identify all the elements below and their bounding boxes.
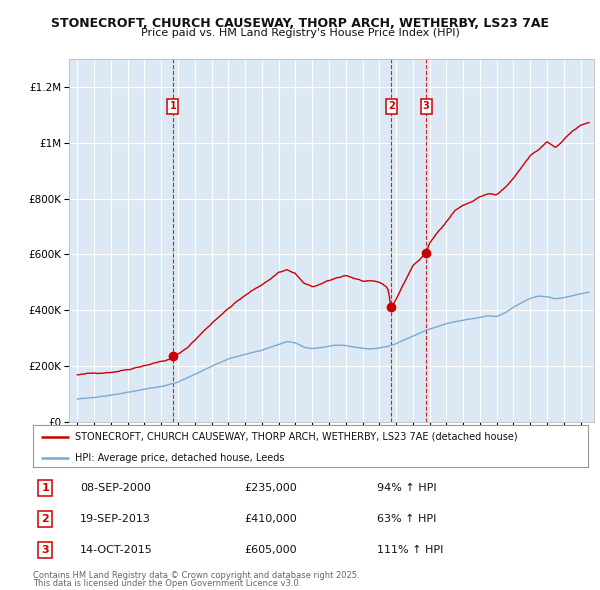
Text: STONECROFT, CHURCH CAUSEWAY, THORP ARCH, WETHERBY, LS23 7AE (detached house): STONECROFT, CHURCH CAUSEWAY, THORP ARCH,…: [74, 432, 517, 442]
Text: 2: 2: [388, 101, 395, 112]
Text: 08-SEP-2000: 08-SEP-2000: [80, 483, 151, 493]
Text: 3: 3: [41, 545, 49, 555]
Text: 2: 2: [41, 514, 49, 524]
Text: 63% ↑ HPI: 63% ↑ HPI: [377, 514, 436, 524]
Text: This data is licensed under the Open Government Licence v3.0.: This data is licensed under the Open Gov…: [33, 579, 301, 588]
Text: Price paid vs. HM Land Registry's House Price Index (HPI): Price paid vs. HM Land Registry's House …: [140, 28, 460, 38]
Text: £410,000: £410,000: [244, 514, 296, 524]
Text: 111% ↑ HPI: 111% ↑ HPI: [377, 545, 443, 555]
Text: 14-OCT-2015: 14-OCT-2015: [80, 545, 153, 555]
Text: HPI: Average price, detached house, Leeds: HPI: Average price, detached house, Leed…: [74, 453, 284, 463]
Text: Contains HM Land Registry data © Crown copyright and database right 2025.: Contains HM Land Registry data © Crown c…: [33, 571, 359, 579]
Text: £605,000: £605,000: [244, 545, 296, 555]
Text: 3: 3: [423, 101, 430, 112]
Text: 19-SEP-2013: 19-SEP-2013: [80, 514, 151, 524]
Text: 1: 1: [169, 101, 176, 112]
Text: 1: 1: [41, 483, 49, 493]
Text: 94% ↑ HPI: 94% ↑ HPI: [377, 483, 437, 493]
Text: £235,000: £235,000: [244, 483, 296, 493]
Text: STONECROFT, CHURCH CAUSEWAY, THORP ARCH, WETHERBY, LS23 7AE: STONECROFT, CHURCH CAUSEWAY, THORP ARCH,…: [51, 17, 549, 30]
